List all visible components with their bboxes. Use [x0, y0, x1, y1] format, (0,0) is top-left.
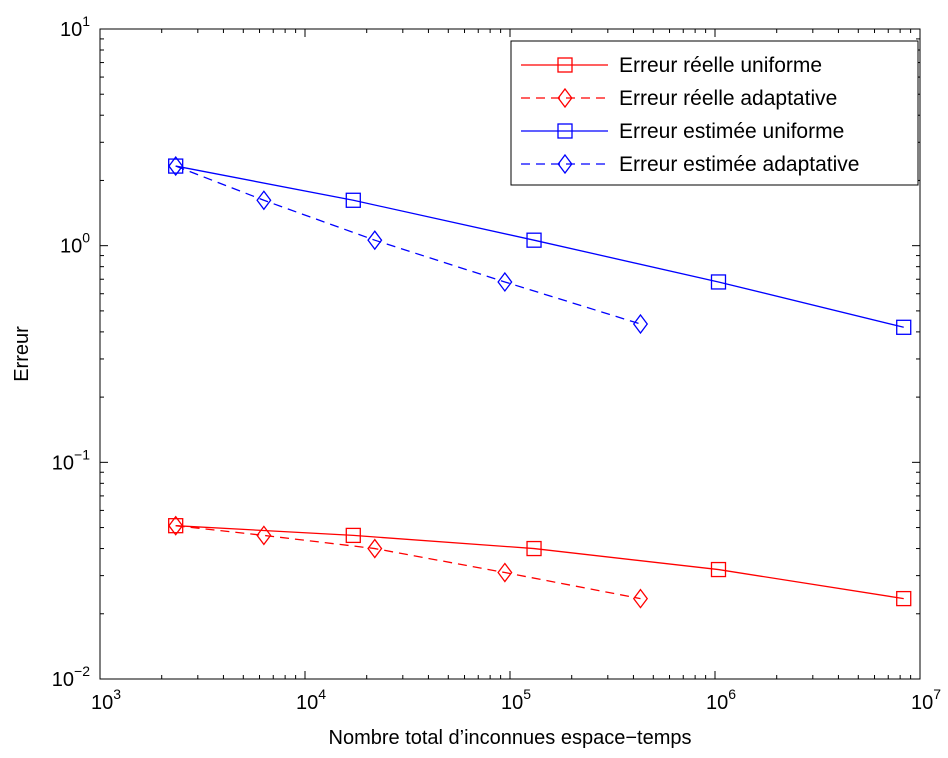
data-point-diamond [367, 538, 383, 559]
axis-ticks [99, 28, 921, 680]
data-point-diamond [367, 230, 383, 251]
legend-label: Erreur estimée adaptative [619, 153, 859, 176]
data-point-diamond [168, 155, 184, 177]
data-point-diamond [256, 525, 272, 546]
series-line [175, 525, 904, 600]
y-tick-label: 101 [60, 13, 90, 41]
legend-entry: Erreur estimée adaptative [521, 153, 859, 176]
tick-base: 10 [501, 692, 523, 714]
y-tick-label: 100 [60, 230, 90, 258]
legend-marker-square [557, 57, 573, 73]
data-point-square [526, 540, 542, 557]
data-point-square [896, 590, 912, 607]
series-line [175, 165, 641, 325]
tick-exponent: −1 [74, 446, 90, 462]
tick-exponent: 7 [933, 686, 941, 702]
data-point-square [526, 232, 542, 248]
y-tick-label: 10−1 [52, 446, 90, 474]
tick-base: 10 [706, 692, 728, 714]
tick-base: 10 [60, 236, 82, 258]
tick-base: 10 [60, 19, 82, 41]
x-tick-labels: 103 104 105 106 107 [91, 686, 941, 714]
series-2 [168, 158, 912, 335]
data-point-diamond [497, 271, 513, 293]
legend-marker-diamond [557, 87, 573, 109]
data-point-diamond [168, 515, 184, 536]
series-line [175, 165, 904, 328]
data-point-square [345, 527, 361, 544]
tick-base: 10 [911, 692, 933, 714]
x-tick-label: 107 [911, 686, 941, 714]
legend: Erreur réelle uniforme Erreur réelle adap… [510, 40, 919, 186]
legend-entry: Erreur estimée uniforme [521, 120, 844, 143]
tick-exponent: 5 [523, 686, 531, 702]
series-layer [168, 155, 912, 609]
data-point-diamond [632, 588, 649, 609]
data-point-diamond [497, 562, 513, 583]
series-3 [168, 155, 649, 335]
x-tick-label: 106 [706, 686, 736, 714]
tick-base: 10 [91, 692, 113, 714]
data-point-diamond [632, 313, 649, 335]
y-axis-label: Erreur [11, 326, 33, 382]
legend-label: Erreur réelle uniforme [619, 54, 822, 77]
x-tick-label: 104 [296, 686, 326, 714]
x-axis-label: Nombre total d’inconnues espace−temps [329, 727, 692, 749]
tick-exponent: −2 [74, 663, 90, 679]
series-line [175, 525, 641, 600]
tick-exponent: 6 [728, 686, 736, 702]
data-point-square [710, 561, 727, 578]
data-point-square [710, 274, 727, 290]
legend-label: Erreur estimée uniforme [619, 120, 844, 143]
data-point-square [896, 319, 912, 335]
tick-exponent: 1 [82, 13, 90, 29]
data-point-square [345, 192, 361, 208]
series-1 [168, 515, 649, 609]
tick-exponent: 3 [113, 686, 121, 702]
x-tick-label: 105 [501, 686, 531, 714]
legend-entry: Erreur réelle adaptative [521, 87, 837, 110]
legend-marker-square [557, 123, 573, 139]
data-point-diamond [256, 190, 272, 211]
tick-exponent: 0 [82, 230, 90, 246]
legend-label: Erreur réelle adaptative [619, 87, 837, 110]
tick-base: 10 [52, 669, 74, 691]
tick-base: 10 [52, 452, 74, 474]
legend-marker-diamond [557, 153, 573, 175]
legend-entry: Erreur réelle uniforme [521, 54, 822, 77]
tick-base: 10 [296, 692, 318, 714]
tick-exponent: 4 [318, 686, 326, 702]
y-tick-label: 10−2 [52, 663, 90, 691]
series-0 [168, 518, 912, 607]
x-tick-label: 103 [91, 686, 121, 714]
